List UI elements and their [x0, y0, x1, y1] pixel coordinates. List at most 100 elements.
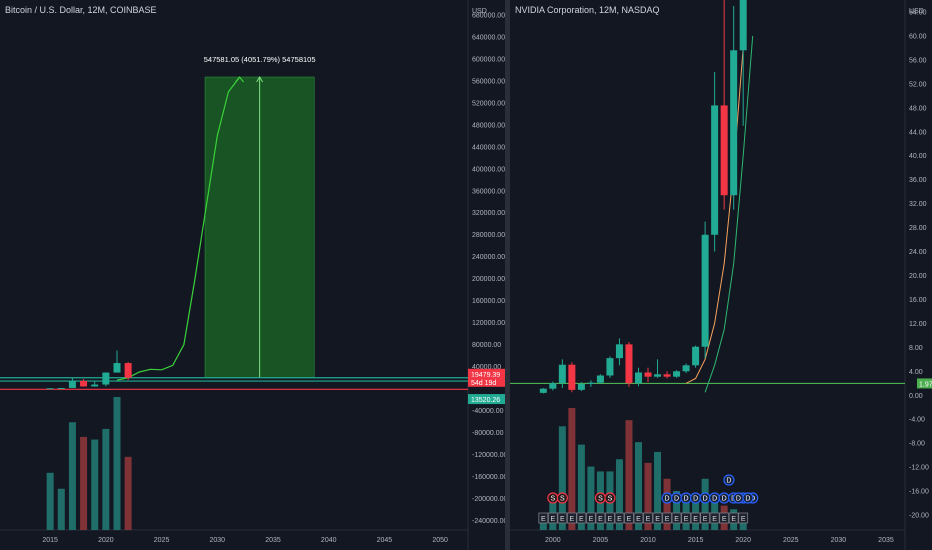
earnings-marker-label: E — [636, 516, 641, 523]
y-tick-label: 440000.00 — [472, 144, 505, 151]
y-tick-label: 480000.00 — [472, 122, 505, 129]
x-tick-label: 2015 — [688, 537, 704, 544]
earnings-marker — [624, 512, 634, 524]
marker-label: D — [665, 496, 670, 503]
x-tick-label: 2020 — [98, 537, 114, 544]
earnings-marker — [662, 512, 672, 524]
candle-body — [711, 105, 719, 235]
volume-bar — [625, 420, 633, 530]
axis-currency-label: USD — [472, 8, 487, 15]
earnings-marker — [719, 512, 730, 524]
volume-bar — [91, 439, 99, 530]
volume-bar — [46, 472, 54, 530]
y-tick-label: 56.00 — [909, 57, 927, 64]
y-tick-label: 8.00 — [909, 345, 923, 352]
earnings-marker — [709, 512, 720, 524]
price-tag-bg — [468, 368, 505, 379]
candle-body — [68, 380, 76, 388]
axis-currency-label: USD — [909, 8, 924, 15]
nvidia-chart-pane[interactable]: USD 64.00 60.00 56.00 52.00 48.00 44.00 40.00 36… — [510, 0, 932, 550]
candle-body — [102, 372, 110, 385]
earnings-marker-label: E — [722, 516, 727, 523]
earnings-marker-label: E — [684, 516, 689, 523]
volume-bar — [568, 408, 576, 530]
marker-label: D — [745, 496, 750, 503]
marker-label: D — [726, 478, 731, 485]
x-tick-label: 2020 — [735, 537, 751, 544]
marker-label: S — [550, 496, 555, 503]
volume-bar — [663, 478, 671, 530]
x-tick-label: 2040 — [321, 537, 337, 544]
pane-divider[interactable] — [505, 0, 510, 550]
earnings-marker — [547, 512, 558, 524]
y-tick-label: 48.00 — [909, 105, 927, 112]
candle-body — [625, 344, 633, 384]
volume-bar — [615, 459, 623, 530]
x-tick-label: 2025 — [154, 537, 170, 544]
split-marker — [604, 492, 616, 504]
marker-label: D — [722, 496, 727, 503]
earnings-marker-label: E — [646, 516, 651, 523]
candle-body — [587, 382, 595, 384]
y-tick-label: 360000.00 — [472, 188, 505, 195]
earnings-marker-label: E — [570, 516, 575, 523]
y-tick-label: 600000.00 — [472, 56, 505, 63]
y-tick-label: 280000.00 — [472, 232, 505, 239]
earnings-marker-label: E — [598, 516, 603, 523]
volume-bar — [739, 517, 747, 530]
y-tick-label: 80000.00 — [472, 342, 501, 349]
y-tick-label: -16.00 — [909, 489, 929, 496]
y-tick-label: -20.00 — [909, 513, 929, 520]
split-marker — [556, 492, 568, 504]
volume-bar — [634, 442, 642, 530]
y-tick-label: 4.00 — [909, 369, 923, 376]
y-tick-label: -160000.00 — [472, 474, 505, 481]
candle-body — [673, 371, 681, 377]
last-price-tag-label: 1.97 — [919, 381, 932, 388]
y-tick-label: 36.00 — [909, 177, 927, 184]
y-tick-label: -12.00 — [909, 465, 929, 472]
volume-bar — [539, 517, 547, 530]
earnings-marker-label: E — [693, 516, 698, 523]
earnings-marker-label: E — [674, 516, 679, 523]
y-tick-label: 560000.00 — [472, 78, 505, 85]
price-tag-label: 54d 19d — [471, 380, 496, 387]
x-tick-label: 2030 — [209, 537, 225, 544]
dividend-marker — [742, 492, 754, 504]
candle-body — [682, 365, 690, 372]
candle-body — [539, 388, 547, 393]
volume-bar — [711, 493, 719, 530]
x-tick-label: 2050 — [432, 537, 448, 544]
volume-bar — [68, 422, 76, 530]
candle-body — [739, 0, 747, 51]
candle-body — [549, 383, 557, 389]
candle-body — [701, 234, 709, 347]
y-tick-label: 32.00 — [909, 201, 927, 208]
bitcoin-chart-pane[interactable]: USD 680000.00 640000.00 600000.00 560000.00 5… — [0, 0, 505, 550]
y-tick-label: 20.00 — [909, 273, 927, 280]
measure-label: 547581.05 (4051.79%) 54758105 — [204, 55, 316, 64]
candle-body — [692, 346, 700, 366]
candle-body — [91, 384, 99, 387]
x-tick-label: 2025 — [783, 537, 799, 544]
y-tick-label: 120000.00 — [472, 320, 505, 327]
y-tick-label: 52.00 — [909, 81, 927, 88]
volume-bar — [654, 451, 662, 530]
y-tick-label: -4.00 — [909, 417, 925, 424]
price-tag-bg — [468, 376, 505, 387]
y-tick-label: -240000.00 — [472, 518, 505, 525]
candle-body — [634, 372, 642, 384]
earnings-marker-label: E — [617, 516, 622, 523]
candle-body — [124, 363, 132, 378]
candle-body — [46, 388, 54, 390]
x-tick-label: 2030 — [831, 537, 847, 544]
earnings-marker — [605, 512, 615, 524]
candle-body — [654, 374, 662, 377]
projection-arrow-head — [235, 76, 245, 83]
earnings-marker — [538, 512, 549, 524]
moving-average-line — [704, 35, 754, 393]
volume-bar — [80, 436, 88, 530]
earnings-marker — [557, 512, 568, 524]
